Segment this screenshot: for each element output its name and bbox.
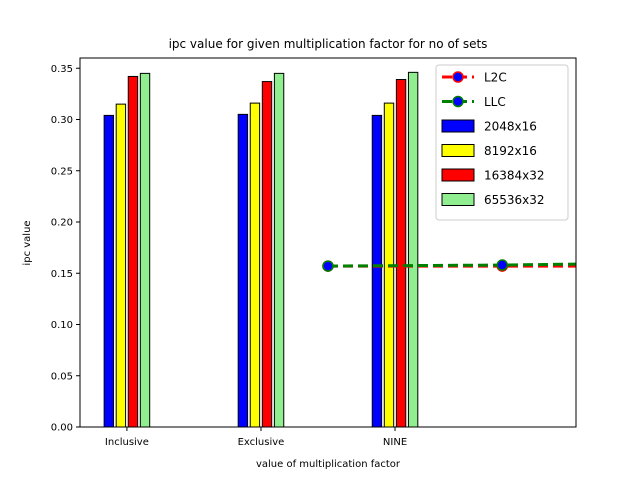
y-tick-label-0: 0.00 <box>51 423 73 434</box>
y-tick-label-2: 0.10 <box>51 320 73 331</box>
legend-swatch-8192x16 <box>441 144 475 157</box>
y-tick-label-4: 0.20 <box>51 218 73 229</box>
bar-8192x16-Exclusive <box>249 102 261 428</box>
legend-label-L2C: L2C <box>484 71 507 85</box>
bar-8192x16-Inclusive <box>115 103 127 428</box>
x-tick-label-Exclusive: Exclusive <box>238 437 285 448</box>
bar-65536x32-Inclusive <box>139 72 151 428</box>
bar-2048x16-NINE <box>371 114 383 428</box>
y-tick-label-6: 0.30 <box>51 115 73 126</box>
y-tick-label-1: 0.05 <box>51 371 73 382</box>
legend: L2C LLC 2048x16 8192x16 16384x32 65536x32 <box>435 64 569 221</box>
legend-label-2048x16: 2048x16 <box>484 120 537 134</box>
point-LLC-1 <box>496 259 509 271</box>
legend-swatch-2048x16 <box>441 119 475 133</box>
y-axis-label: ipc value <box>22 220 33 265</box>
bar-65536x32-Exclusive <box>273 72 285 428</box>
legend-marker-LLC <box>452 95 464 108</box>
bar-16384x32-Exclusive <box>261 81 273 428</box>
plot-frame <box>79 57 577 428</box>
legend-label-8192x16: 8192x16 <box>484 144 537 158</box>
lines-group <box>322 259 576 272</box>
x-tick-label-Inclusive: Inclusive <box>105 437 149 448</box>
legend-swatch-16384x32 <box>441 168 475 182</box>
bar-16384x32-NINE <box>395 79 407 428</box>
bar-16384x32-Inclusive <box>127 75 139 428</box>
bar-2048x16-Exclusive <box>237 113 249 428</box>
axes-group: 0.00 0.05 0.10 0.15 0.20 0.25 0.30 0.35 Inclusiv… <box>51 57 577 448</box>
legend-marker-L2C <box>452 71 464 83</box>
legend-label-16384x32: 16384x32 <box>484 169 545 183</box>
bar-65536x32-NINE <box>407 71 419 428</box>
x-axis-label: value of multiplication factor <box>256 459 401 470</box>
line-LLC <box>327 262 576 268</box>
legend-label-65536x32: 65536x32 <box>484 193 545 207</box>
y-tick-label-7: 0.35 <box>51 64 73 75</box>
legend-label-LLC: LLC <box>484 95 506 109</box>
point-LLC-0 <box>322 260 334 272</box>
y-tick-label-5: 0.25 <box>51 166 73 177</box>
x-tick-label-NINE: NINE <box>383 437 407 448</box>
bar-2048x16-Inclusive <box>103 114 115 428</box>
bars-group <box>103 71 419 428</box>
chart-title: ipc value for given multiplication facto… <box>169 37 488 51</box>
legend-swatch-65536x32 <box>441 193 475 206</box>
y-tick-label-3: 0.15 <box>51 269 73 280</box>
